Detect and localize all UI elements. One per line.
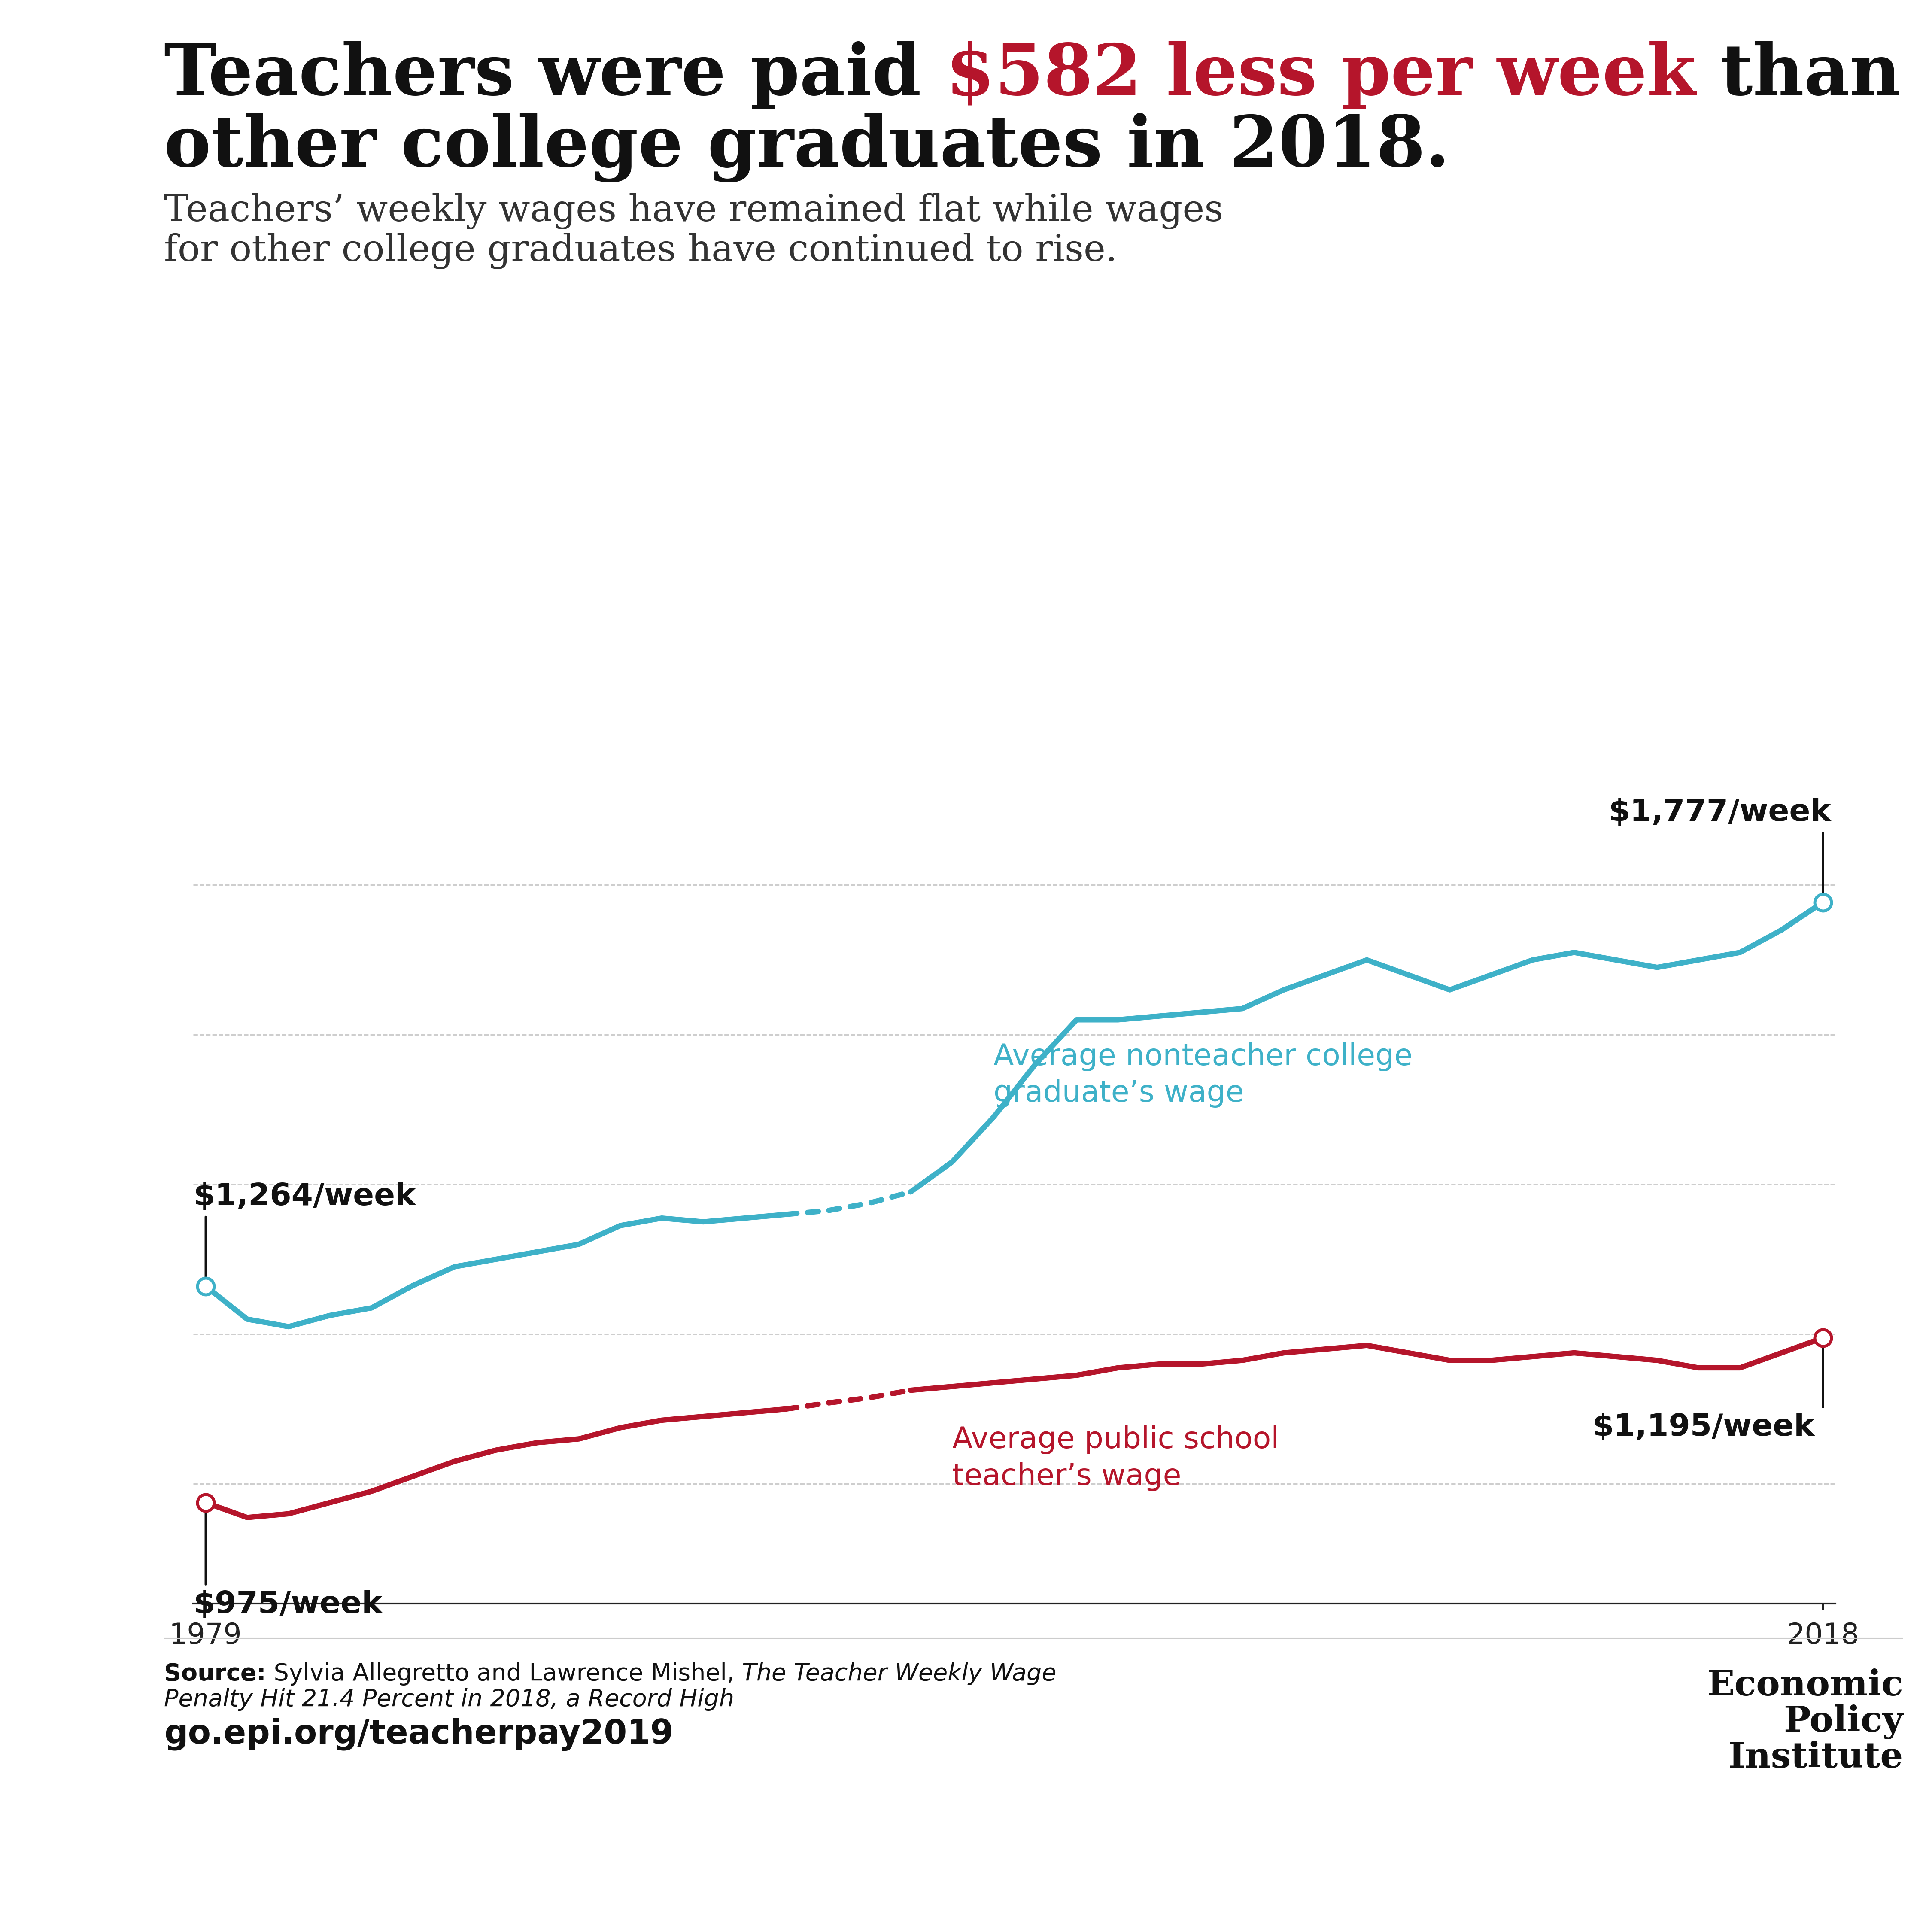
Text: $582 less per week: $582 less per week: [947, 41, 1696, 110]
Text: Institute: Institute: [1727, 1741, 1903, 1776]
Text: $975/week: $975/week: [193, 1590, 383, 1619]
Text: than: than: [1696, 41, 1901, 110]
Text: for other college graduates have continued to rise.: for other college graduates have continu…: [164, 234, 1117, 269]
Text: Penalty Hit 21.4 Percent in 2018, a Record High: Penalty Hit 21.4 Percent in 2018, a Reco…: [164, 1689, 734, 1710]
Text: Average public school
teacher’s wage: Average public school teacher’s wage: [952, 1426, 1279, 1492]
Text: $1,195/week: $1,195/week: [1592, 1412, 1814, 1443]
Text: Policy: Policy: [1783, 1704, 1903, 1739]
Text: Source:: Source:: [164, 1662, 267, 1685]
Text: $1,264/week: $1,264/week: [193, 1182, 415, 1211]
Text: Teachers’ weekly wages have remained flat while wages: Teachers’ weekly wages have remained fla…: [164, 193, 1223, 230]
Text: Sylvia Allegretto and Lawrence Mishel,: Sylvia Allegretto and Lawrence Mishel,: [267, 1662, 742, 1685]
Text: Economic: Economic: [1706, 1669, 1903, 1702]
Text: other college graduates in 2018.: other college graduates in 2018.: [164, 112, 1449, 182]
Text: The Teacher Weekly Wage: The Teacher Weekly Wage: [742, 1662, 1057, 1685]
Text: $1,777/week: $1,777/week: [1609, 798, 1832, 827]
Text: Average nonteacher college
graduate’s wage: Average nonteacher college graduate’s wa…: [993, 1041, 1412, 1107]
Text: go.epi.org/teacherpay2019: go.epi.org/teacherpay2019: [164, 1718, 674, 1750]
Text: Teachers were paid: Teachers were paid: [164, 41, 947, 110]
